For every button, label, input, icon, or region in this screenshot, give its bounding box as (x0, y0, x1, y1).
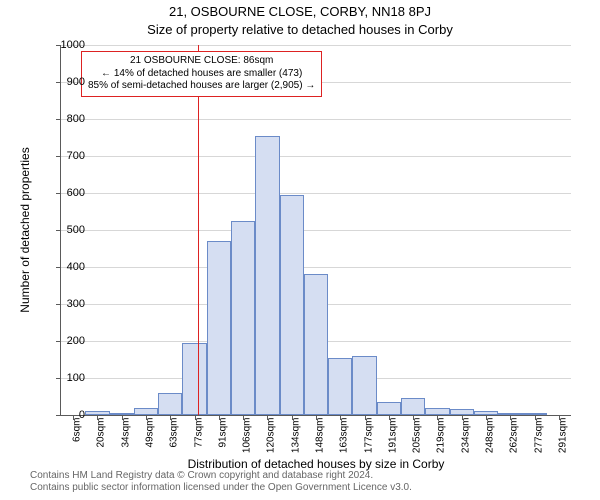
x-tick-label: 219sqm (436, 418, 447, 454)
footer-line-1: Contains HM Land Registry data © Crown c… (30, 470, 412, 482)
histogram-bar (425, 408, 449, 415)
histogram-bar (352, 356, 376, 415)
x-tick-label: 106sqm (242, 418, 253, 454)
annotation-line: 21 OSBOURNE CLOSE: 86sqm (88, 55, 315, 68)
histogram-bar (134, 408, 158, 415)
histogram-bar (231, 221, 255, 415)
histogram-bar (304, 274, 328, 415)
histogram-bar (377, 402, 401, 415)
histogram-bar (328, 358, 352, 415)
annotation-line: 85% of semi-detached houses are larger (… (88, 80, 315, 93)
y-tick-label: 100 (35, 372, 85, 384)
x-tick-label: 191sqm (387, 418, 398, 454)
x-tick-label: 34sqm (120, 418, 131, 448)
y-gridline (61, 267, 571, 268)
y-gridline (61, 156, 571, 157)
x-tick-label: 49sqm (145, 418, 156, 448)
property-marker-line (198, 45, 199, 415)
y-tick-label: 700 (35, 150, 85, 162)
histogram-bar (401, 398, 425, 415)
y-tick-label: 500 (35, 224, 85, 236)
x-tick-label: 262sqm (509, 418, 520, 454)
x-tick-label: 20sqm (96, 418, 107, 448)
x-tick-label: 134sqm (290, 418, 301, 454)
x-tick-label: 291sqm (557, 418, 568, 454)
x-tick-label: 177sqm (363, 418, 374, 454)
y-tick-label: 0 (35, 409, 85, 421)
x-tick-label: 277sqm (533, 418, 544, 454)
x-tick-label: 63sqm (169, 418, 180, 448)
y-gridline (61, 45, 571, 46)
y-tick-label: 800 (35, 113, 85, 125)
chart-title-sub: Size of property relative to detached ho… (0, 22, 600, 37)
x-tick-label: 120sqm (266, 418, 277, 454)
y-tick-label: 900 (35, 76, 85, 88)
histogram-bar (182, 343, 206, 415)
x-tick-label: 163sqm (339, 418, 350, 454)
histogram-bar (158, 393, 182, 415)
y-gridline (61, 230, 571, 231)
histogram-bar (207, 241, 231, 415)
y-tick-label: 200 (35, 335, 85, 347)
x-tick-label: 148sqm (315, 418, 326, 454)
x-tick-label: 205sqm (412, 418, 423, 454)
footer-line-2: Contains public sector information licen… (30, 482, 412, 494)
histogram-bar (280, 195, 304, 415)
chart-footer: Contains HM Land Registry data © Crown c… (30, 470, 412, 494)
x-tick-label: 234sqm (460, 418, 471, 454)
y-tick-label: 400 (35, 261, 85, 273)
x-tick-label: 248sqm (485, 418, 496, 454)
chart-container: 21, OSBOURNE CLOSE, CORBY, NN18 8PJ Size… (0, 0, 600, 500)
annotation-box: 21 OSBOURNE CLOSE: 86sqm← 14% of detache… (81, 51, 322, 97)
x-axis-label: Distribution of detached houses by size … (61, 457, 571, 471)
x-tick-label: 91sqm (217, 418, 228, 448)
y-gridline (61, 119, 571, 120)
y-axis-label: Number of detached properties (18, 147, 32, 312)
y-tick-label: 600 (35, 187, 85, 199)
y-tick-label: 1000 (35, 39, 85, 51)
x-tick-label: 77sqm (193, 418, 204, 448)
y-gridline (61, 193, 571, 194)
plot-area: Number of detached properties Distributi… (60, 45, 571, 416)
x-tick-label: 6sqm (72, 418, 83, 442)
annotation-line: ← 14% of detached houses are smaller (47… (88, 68, 315, 81)
y-tick-label: 300 (35, 298, 85, 310)
chart-title-main: 21, OSBOURNE CLOSE, CORBY, NN18 8PJ (0, 4, 600, 19)
histogram-bar (255, 136, 279, 415)
